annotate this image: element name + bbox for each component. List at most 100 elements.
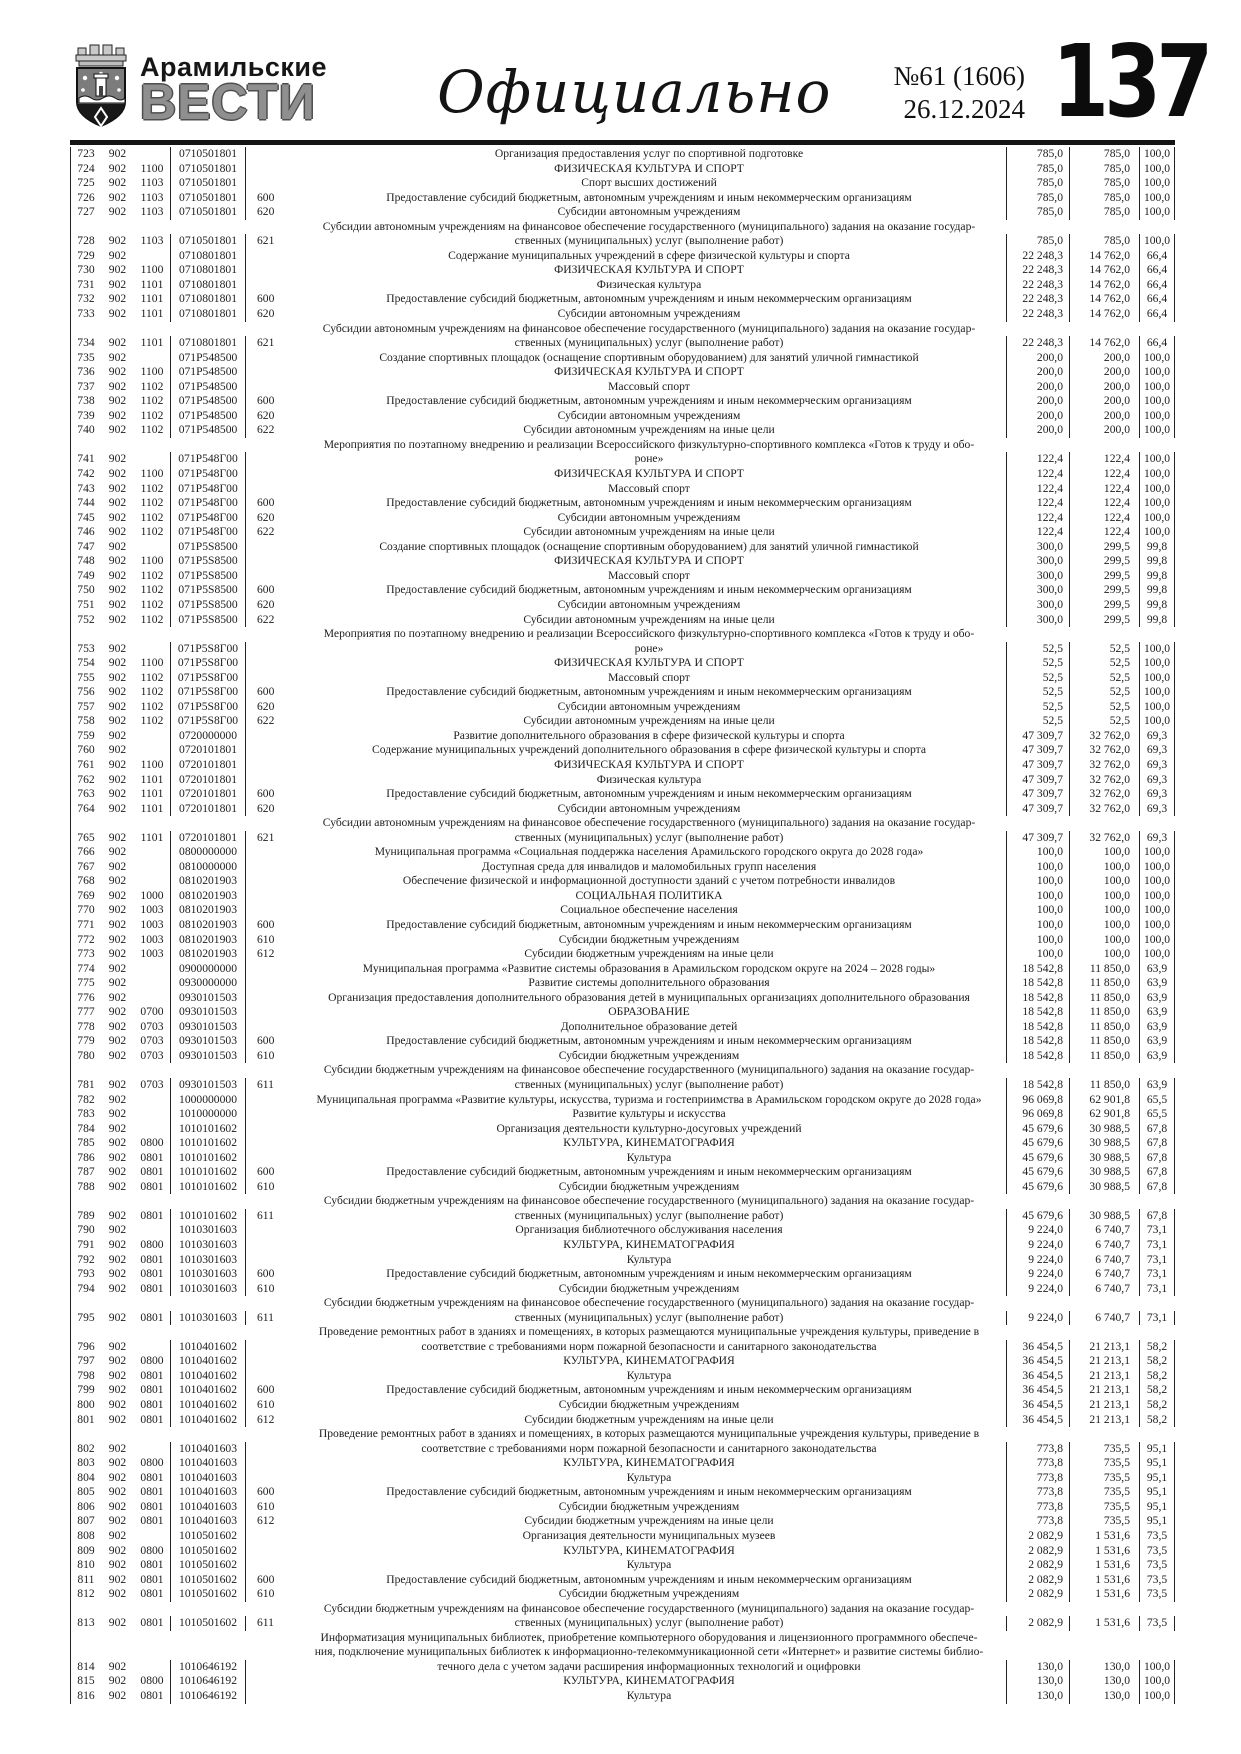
target-article-code: 1010501602 [170,1558,246,1573]
section-code: 0801 [140,1470,164,1484]
execution-percent: 69,3 [1139,787,1175,802]
table-row: 813 902 0801 1010501602 611 Субсидии бюджетны… [70,1601,1175,1631]
target-article-code: 1010401602 [170,1383,246,1399]
grbs-code: 902 [108,1383,127,1397]
table-row: 745 902 1102 071P548Г00 620 Субсидии автономн… [70,510,1175,526]
expense-name: Организация деятельности муниципальных м… [522,1528,776,1542]
section-code: 0800 [140,1136,164,1150]
execution-percent: 99,8 [1139,568,1175,584]
target-article-code: 071P548Г00 [170,467,246,482]
table-row: 735 902 071P548500 Создание спортивных площ… [70,350,1175,366]
section-code: 0703 [140,1078,164,1091]
execution-percent: 100,0 [1139,496,1175,511]
fact-amount: 21 213,1 [1069,1368,1139,1384]
row-number: 801 [77,1412,95,1426]
table-row: 754 902 1100 071P5S8Г00 ФИЗИЧЕСКАЯ КУЛЬТУРА … [70,656,1175,671]
expense-type-code: 612 [257,1514,275,1528]
expense-name: КУЛЬТУРА, КИНЕМАТОГРАФИЯ [563,1354,735,1368]
expense-name: Субсидии автономным учреждениям [557,699,741,713]
row-number: 737 [77,379,95,393]
expense-name: Предоставление субсидий бюджетным, автон… [386,583,912,597]
expense-name: Доступная среда для инвалидов и маломоби… [481,859,817,873]
execution-percent: 100,0 [1139,423,1175,438]
grbs-code: 902 [108,976,127,990]
fact-amount: 62 901,8 [1069,1107,1139,1122]
section-code: 0801 [140,1368,164,1382]
row-number: 749 [77,568,95,582]
table-row: 747 902 071P5S8500 Создание спортивных площ… [70,539,1175,555]
expense-name: Развитие дополнительного образования в с… [453,728,845,742]
row-number: 816 [77,1688,95,1702]
target-article-code: 1010101602 [170,1208,246,1224]
row-number: 809 [77,1543,95,1557]
expense-type-code: 600 [257,1267,275,1281]
target-article-code: 1010101602 [170,1121,246,1137]
execution-percent: 69,3 [1139,772,1175,788]
section-title: Официально [437,58,832,126]
plan-amount: 773,8 [1006,1485,1069,1500]
fact-amount: 735,5 [1069,1470,1139,1486]
grbs-code: 902 [108,452,127,466]
execution-percent: 100,0 [1139,525,1175,540]
row-number: 763 [77,787,95,801]
grbs-code: 902 [108,205,127,219]
table-row: 750 902 1102 071P5S8500 600 Предоставление су… [70,583,1175,598]
table-row: 743 902 1102 071P548Г00 Массовый спорт 122,4 1… [70,481,1175,497]
execution-percent: 66,4 [1139,263,1175,278]
grbs-code: 902 [108,728,127,742]
expense-name: КУЛЬТУРА, КИНЕМАТОГРАФИЯ [563,1136,735,1150]
execution-percent: 73,5 [1139,1572,1175,1588]
plan-amount: 300,0 [1006,583,1069,598]
expense-name: Субсидии автономным учреждениям [557,205,741,219]
execution-percent: 99,8 [1139,612,1175,628]
plan-amount: 22 248,3 [1006,277,1069,293]
row-number: 813 [77,1616,95,1630]
header-rule [70,140,1175,145]
execution-percent: 95,1 [1139,1514,1175,1529]
target-article-code: 0710501801 [170,176,246,191]
fact-amount: 100,0 [1069,874,1139,889]
execution-percent: 100,0 [1139,379,1175,395]
target-article-code: 1010501602 [170,1587,246,1602]
target-article-code: 0810201903 [170,874,246,889]
target-article-code: 1010501602 [170,1616,246,1631]
fact-amount: 200,0 [1069,365,1139,380]
row-number: 792 [77,1252,95,1266]
fact-amount: 130,0 [1069,1659,1139,1675]
table-row: 759 902 0720000000 Развитие дополнительного… [70,728,1175,744]
fact-amount: 11 850,0 [1069,1034,1139,1049]
plan-amount: 785,0 [1006,161,1069,177]
expense-name: КУЛЬТУРА, КИНЕМАТОГРАФИЯ [563,1674,735,1688]
expense-type-code: 621 [257,234,275,248]
target-article-code: 1010401603 [170,1441,246,1457]
section-code: 1102 [140,612,164,626]
row-number: 738 [77,394,95,408]
execution-percent: 100,0 [1139,481,1175,497]
plan-amount: 2 082,9 [1006,1572,1069,1588]
fact-amount: 735,5 [1069,1499,1139,1515]
grbs-code: 902 [108,525,127,539]
fact-amount: 1 531,6 [1069,1587,1139,1602]
row-number: 753 [77,641,95,655]
fact-amount: 6 740,7 [1069,1223,1139,1239]
expense-name: Физическая культура [596,772,702,786]
table-row: 762 902 1101 0720101801 Физическая культура 4… [70,772,1175,788]
target-article-code: 071P548500 [170,350,246,366]
target-article-code: 071P5S8Г00 [170,641,246,657]
plan-amount: 18 542,8 [1006,1034,1069,1049]
plan-amount: 9 224,0 [1006,1281,1069,1297]
expense-name: ФИЗИЧЕСКАЯ КУЛЬТУРА И СПОРТ [554,263,744,277]
section-code: 0801 [140,1281,164,1295]
execution-percent: 95,1 [1139,1456,1175,1471]
expense-type-code: 610 [257,1179,275,1193]
fact-amount: 14 762,0 [1069,248,1139,264]
table-row: 784 902 1010101602 Организация деятельности… [70,1121,1175,1137]
plan-amount: 36 454,5 [1006,1398,1069,1413]
table-row: 765 902 1101 0720101801 621 Субсидии автономн… [70,816,1175,846]
plan-amount: 22 248,3 [1006,307,1069,322]
section-code: 1102 [140,699,164,713]
table-row: 739 902 1102 071P548500 620 Субсидии автономн… [70,408,1175,424]
target-article-code: 1010501602 [170,1572,246,1588]
plan-amount: 785,0 [1006,147,1069,162]
row-number: 788 [77,1179,95,1193]
